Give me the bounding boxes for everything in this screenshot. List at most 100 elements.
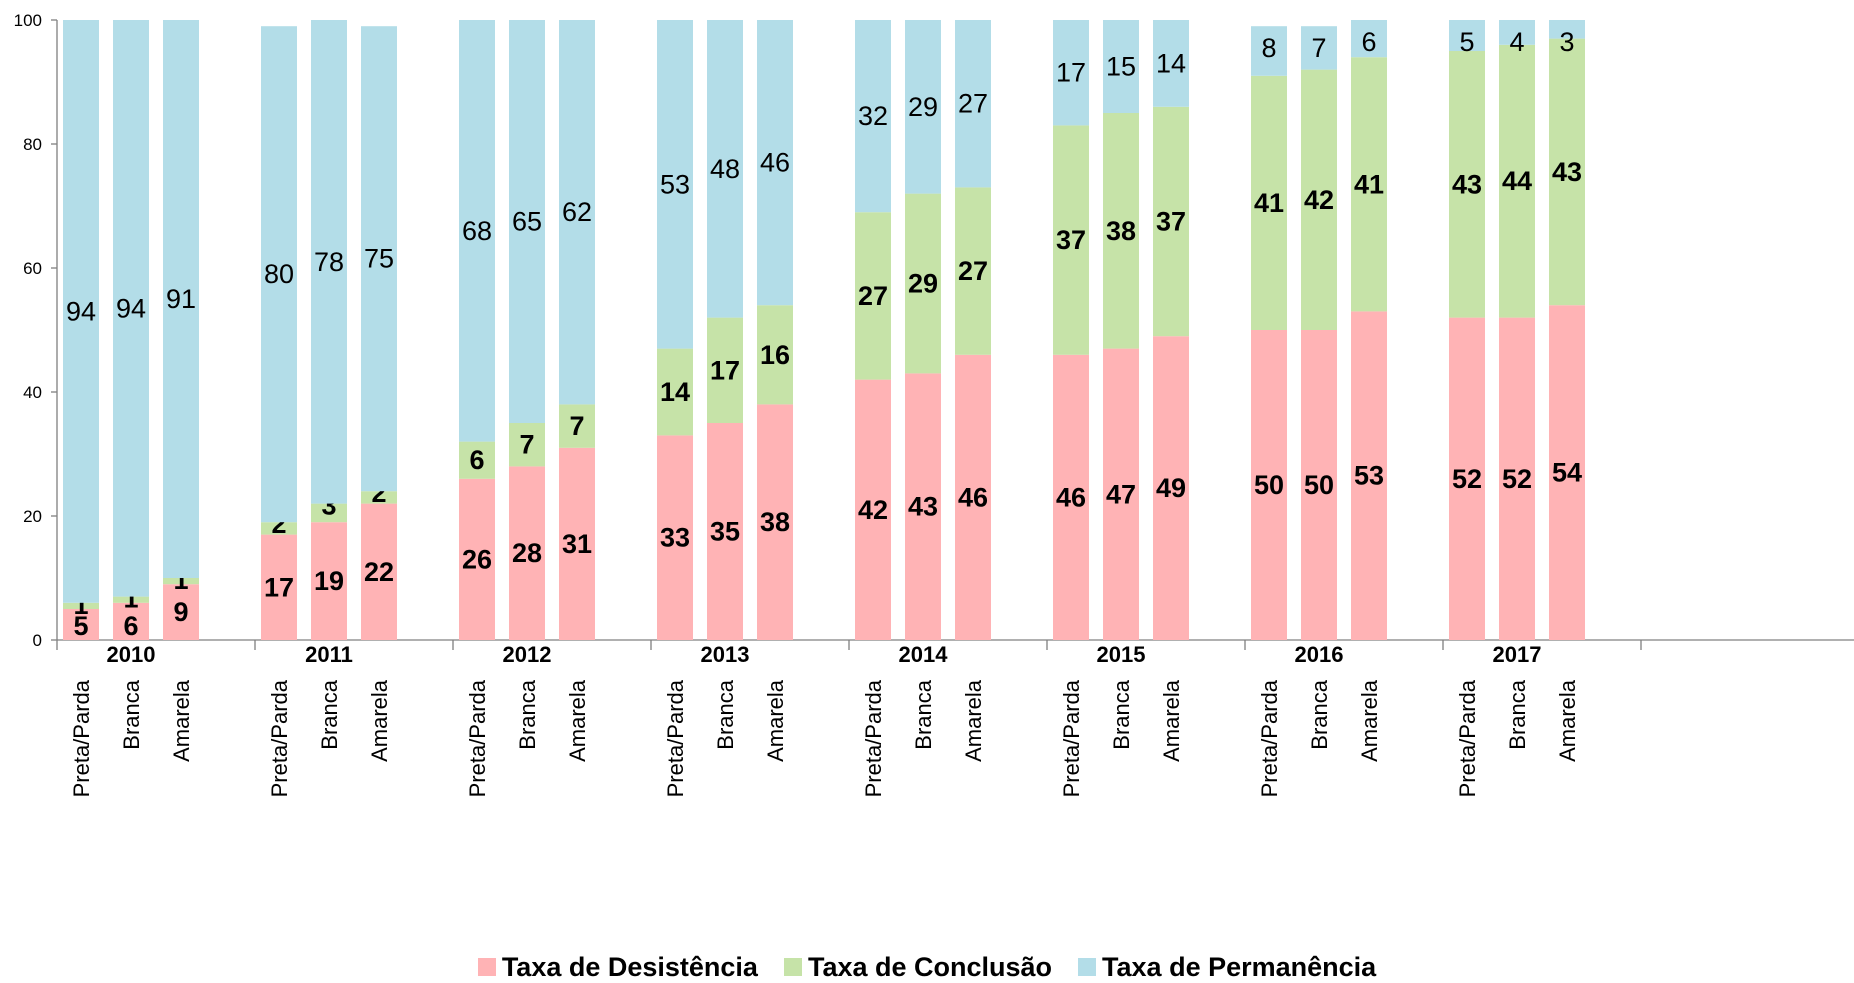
data-label-2011-Amarela-Taxa de Permanência: 75: [364, 244, 394, 274]
bar-segment-2012-Preta/Parda-Taxa de Conclusão: [459, 441, 495, 479]
data-label-2015-Amarela-Taxa de Conclusão: 37: [1156, 207, 1186, 237]
bar-segment-2014-Branca-Taxa de Conclusão: [905, 193, 941, 374]
legend-swatch: [1078, 958, 1097, 976]
data-label-2012-Amarela-Taxa de Conclusão: 7: [569, 411, 584, 441]
data-label-2016-Branca-Taxa de Desistência: 50: [1304, 470, 1334, 500]
data-label-2011-Preta/Parda-Taxa de Desistência: 17: [264, 572, 294, 602]
bar-segment-2016-Branca-Taxa de Permanência: [1301, 26, 1337, 70]
bar-segment-2013-Amarela-Taxa de Permanência: [757, 20, 793, 306]
bar-segment-2015-Amarela-Taxa de Conclusão: [1153, 106, 1189, 337]
data-label-2017-Amarela-Taxa de Permanência: 3: [1559, 27, 1574, 57]
data-label-2016-Branca-Taxa de Permanência: 7: [1311, 33, 1326, 63]
data-label-2012-Branca-Taxa de Permanência: 65: [512, 207, 542, 237]
legend-item: Taxa de Permanência: [1078, 952, 1376, 983]
category-label-2012-Preta/Parda: Preta/Parda: [465, 679, 490, 797]
data-label-2017-Branca-Taxa de Conclusão: 44: [1502, 166, 1532, 196]
y-tick-label: 0: [33, 631, 42, 650]
category-label-2013-Branca: Branca: [713, 679, 738, 749]
bar-segment-2017-Amarela-Taxa de Desistência: [1549, 305, 1585, 640]
group-label-2014: 2014: [899, 642, 949, 667]
data-label-2017-Amarela-Taxa de Conclusão: 43: [1552, 157, 1582, 187]
bar-segment-2013-Branca-Taxa de Permanência: [707, 20, 743, 318]
category-label-2011-Branca: Branca: [317, 679, 342, 749]
data-label-2010-Branca-Taxa de Desistência: 6: [123, 611, 138, 641]
bar-segment-2011-Preta/Parda-Taxa de Permanência: [261, 26, 297, 523]
data-label-2017-Amarela-Taxa de Desistência: 54: [1552, 458, 1582, 488]
bar-segment-2010-Preta/Parda-Taxa de Conclusão: [63, 602, 99, 609]
data-label-2013-Amarela-Taxa de Permanência: 46: [760, 148, 790, 178]
bar-segment-2017-Branca-Taxa de Permanência: [1499, 20, 1535, 45]
y-tick-label: 80: [23, 135, 42, 154]
bar-segment-2010-Branca-Taxa de Desistência: [113, 602, 149, 640]
group-label-2017: 2017: [1493, 642, 1542, 667]
legend-label: Taxa de Conclusão: [807, 951, 1053, 982]
category-label-2010-Preta/Parda: Preta/Parda: [69, 679, 94, 797]
legend-item: Taxa de Desistência: [477, 951, 758, 983]
data-label-2013-Amarela-Taxa de Desistência: 38: [760, 507, 790, 537]
stacked-bar-chart: 0 20 40 60 80 100 2010 2011 2012 2013 2014 2015 2016…: [14, 11, 1854, 797]
data-label-2015-Amarela-Taxa de Desistência: 49: [1156, 473, 1186, 503]
bar-segment-2012-Amarela-Taxa de Conclusão: [559, 404, 595, 448]
bar-segment-2014-Amarela-Taxa de Conclusão: [955, 187, 991, 355]
data-label-2013-Amarela-Taxa de Conclusão: 16: [760, 340, 790, 370]
bar-segment-2011-Amarela-Taxa de Conclusão: [361, 491, 397, 504]
data-label-2013-Preta/Parda-Taxa de Permanência: 53: [660, 169, 690, 199]
bar-segment-2011-Preta/Parda-Taxa de Desistência: [261, 534, 297, 640]
bar-segment-2013-Amarela-Taxa de Conclusão: [757, 305, 793, 405]
category-label-2013-Amarela: Amarela: [763, 679, 788, 762]
bar-segment-2016-Branca-Taxa de Conclusão: [1301, 69, 1337, 330]
data-label-2015-Preta/Parda-Taxa de Conclusão: 37: [1056, 225, 1086, 255]
category-label-2011-Preta/Parda: Preta/Parda: [267, 679, 292, 797]
data-label-2017-Preta/Parda-Taxa de Conclusão: 43: [1452, 169, 1482, 199]
data-label-2015-Branca-Taxa de Desistência: 47: [1106, 479, 1136, 509]
group-label-2013: 2013: [701, 642, 750, 667]
bar-segment-2012-Preta/Parda-Taxa de Desistência: [459, 478, 495, 640]
data-label-2013-Preta/Parda-Taxa de Desistência: 33: [660, 523, 690, 553]
data-label-2010-Amarela-Taxa de Permanência: 91: [166, 284, 196, 314]
bar-segment-2016-Branca-Taxa de Desistência: [1301, 330, 1337, 640]
legend-label: Taxa de Desistência: [501, 951, 758, 982]
bar-segment-2016-Amarela-Taxa de Conclusão: [1351, 57, 1387, 312]
bar-segment-2014-Branca-Taxa de Desistência: [905, 373, 941, 640]
bar-segment-2017-Preta/Parda-Taxa de Desistência: [1449, 317, 1485, 640]
bar-segment-2012-Branca-Taxa de Conclusão: [509, 423, 545, 467]
data-label-2016-Amarela-Taxa de Conclusão: 41: [1354, 169, 1384, 199]
data-label-2014-Amarela-Taxa de Desistência: 46: [958, 482, 988, 512]
bar-segment-2015-Amarela-Taxa de Permanência: [1153, 20, 1189, 107]
data-label-2015-Preta/Parda-Taxa de Permanência: 17: [1056, 58, 1086, 88]
data-label-2010-Amarela-Taxa de Desistência: 9: [173, 597, 188, 627]
bar-segment-2014-Preta/Parda-Taxa de Desistência: [855, 379, 891, 640]
category-label-2017-Branca: Branca: [1505, 679, 1530, 749]
category-label-2010-Branca: Branca: [119, 679, 144, 749]
bar-segment-2017-Preta/Parda-Taxa de Conclusão: [1449, 51, 1485, 318]
data-label-2017-Preta/Parda-Taxa de Desistência: 52: [1452, 464, 1482, 494]
legend-swatch: [783, 958, 802, 976]
group-label-2011: 2011: [305, 642, 353, 667]
bar-segment-2010-Amarela-Taxa de Conclusão: [163, 578, 199, 585]
bar-segment-2017-Amarela-Taxa de Permanência: [1549, 20, 1585, 39]
y-tick-label: 60: [23, 259, 42, 278]
data-label-2016-Preta/Parda-Taxa de Permanência: 8: [1261, 33, 1276, 63]
category-label-2010-Amarela: Amarela: [169, 679, 194, 762]
data-label-2017-Branca-Taxa de Permanência: 4: [1509, 27, 1524, 57]
data-label-2013-Preta/Parda-Taxa de Conclusão: 14: [660, 377, 690, 407]
bar-segment-2015-Preta/Parda-Taxa de Permanência: [1053, 20, 1089, 126]
bar-segment-2013-Branca-Taxa de Desistência: [707, 423, 743, 640]
legend-swatch: [477, 958, 496, 976]
data-label-2014-Preta/Parda-Taxa de Desistência: 42: [858, 495, 888, 525]
data-label-2012-Branca-Taxa de Conclusão: 7: [519, 430, 534, 460]
bar-segment-2017-Preta/Parda-Taxa de Permanência: [1449, 20, 1485, 51]
data-label-2010-Branca-Taxa de Permanência: 94: [116, 293, 146, 323]
data-label-2010-Preta/Parda-Taxa de Desistência: 5: [73, 611, 88, 641]
bar-segment-2015-Preta/Parda-Taxa de Conclusão: [1053, 125, 1089, 355]
bar-segment-2014-Amarela-Taxa de Desistência: [955, 354, 991, 640]
bar-segment-2011-Branca-Taxa de Conclusão: [311, 503, 347, 523]
bar-segment-2013-Preta/Parda-Taxa de Desistência: [657, 435, 693, 640]
bar-segment-2017-Branca-Taxa de Desistência: [1499, 317, 1535, 640]
data-label-2015-Branca-Taxa de Permanência: 15: [1106, 52, 1136, 82]
bar-segment-2017-Branca-Taxa de Conclusão: [1499, 44, 1535, 318]
data-label-2012-Preta/Parda-Taxa de Permanência: 68: [462, 216, 492, 246]
legend: Taxa de Desistência Taxa de Conclusão Taxa…: [0, 952, 1854, 982]
category-label-2012-Branca: Branca: [515, 679, 540, 749]
bar-segment-2015-Branca-Taxa de Permanência: [1103, 20, 1139, 113]
